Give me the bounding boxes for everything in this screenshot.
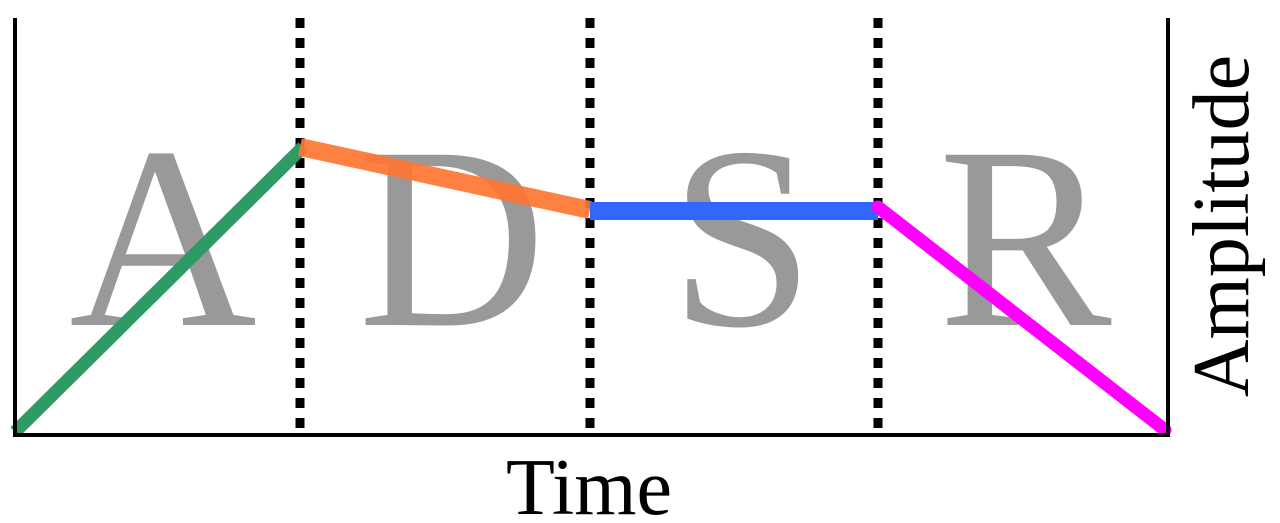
- phase-letter-decay: D: [358, 94, 546, 382]
- phase-letter-sustain: S: [670, 94, 815, 382]
- phase-letter-release: R: [938, 94, 1113, 382]
- phase-letter-attack: A: [69, 94, 257, 382]
- x-axis-label: Time: [506, 444, 672, 523]
- release-segment: [871, 200, 1172, 437]
- decay-segment: [298, 138, 592, 219]
- y-axis-label: Amplitude: [1178, 55, 1266, 397]
- attack-segment: [10, 142, 308, 437]
